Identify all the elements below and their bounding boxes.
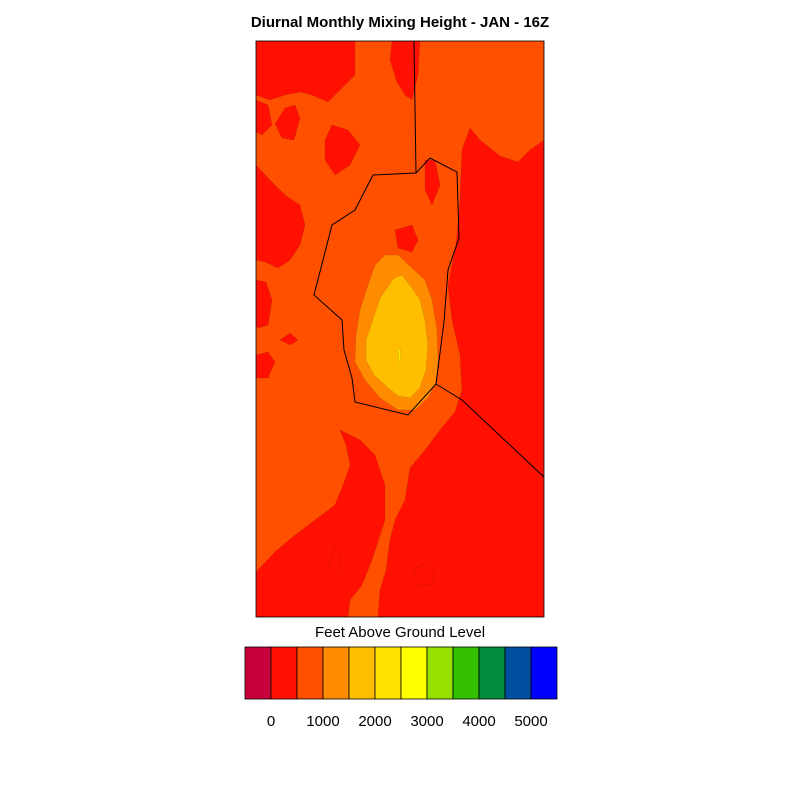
contour-fill-0-500 — [327, 547, 343, 573]
colorbar-tick-label: 1000 — [306, 713, 339, 730]
colorbar-swatch — [244, 646, 272, 700]
county-boundary — [313, 157, 460, 416]
colorbar-swatch — [270, 646, 298, 700]
colorbar-swatch — [322, 646, 350, 700]
colorbar-tick-label: 0 — [267, 713, 275, 730]
contour-fill-0-500 — [255, 40, 356, 103]
colorbar-swatch — [452, 646, 480, 700]
contour-fill-1500-2000 — [365, 274, 429, 399]
colorbar-swatch — [426, 646, 454, 700]
colorbar-ticks: 0 1000 2000 3000 4000 5000 — [267, 713, 548, 730]
contour-fill-0-500 — [324, 124, 361, 176]
contour-fill-0-500 — [255, 164, 306, 269]
contour-map — [255, 40, 545, 618]
colorbar-swatch — [374, 646, 402, 700]
contour-fill-0-500 — [389, 40, 421, 101]
contour-fill-2000-2500 — [397, 347, 402, 364]
colorbar-swatch — [504, 646, 532, 700]
contour-fill-0-500 — [274, 104, 301, 141]
colorbar-tick-label: 4000 — [462, 713, 495, 730]
colorbar-title: Feet Above Ground Level — [315, 624, 485, 641]
contour-fill-0-500 — [279, 332, 299, 346]
county-boundary — [413, 40, 417, 174]
colorbar-swatches — [244, 646, 558, 700]
colorbar-tick-label: 3000 — [410, 713, 443, 730]
colorbar-tick-label: 5000 — [514, 713, 547, 730]
colorbar-swatch — [348, 646, 376, 700]
colorbar-swatch — [400, 646, 428, 700]
contour-fill-0-500 — [377, 41, 545, 618]
colorbar-swatch — [296, 646, 324, 700]
colorbar-swatch — [530, 646, 558, 700]
contour-fill-0-500 — [255, 429, 386, 618]
colorbar: Feet Above Ground Level 0 1000 2000 3000 400… — [244, 624, 558, 730]
colorbar-tick-label: 2000 — [358, 713, 391, 730]
colorbar-swatch — [478, 646, 506, 700]
map-frame — [255, 40, 545, 618]
state-boundary — [435, 383, 545, 478]
contour-fill-0-500 — [394, 224, 419, 253]
chart-title: Diurnal Monthly Mixing Height - JAN - 16… — [251, 14, 549, 31]
contour-fill-0-500 — [411, 561, 437, 586]
boundary-lines — [313, 40, 545, 478]
